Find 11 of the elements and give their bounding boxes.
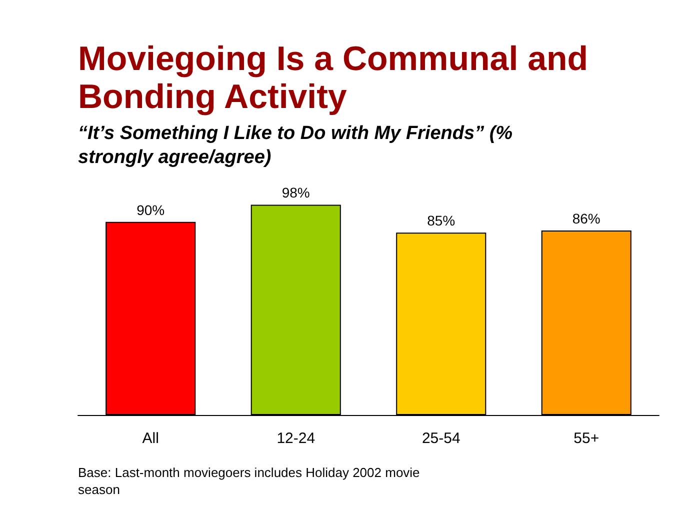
x-tick-label: 25-54 (422, 430, 460, 447)
data-label: 85% (427, 212, 456, 229)
data-label: 90% (136, 202, 165, 218)
x-tick-label: All (142, 430, 159, 447)
x-tick-label: 55+ (574, 430, 600, 447)
data-label: 86% (572, 210, 600, 226)
data-label: 98% (282, 184, 310, 201)
chart-subtitle: “It’s Something I Like to Do with My Friends” (% strongly agree/agree) (78, 122, 514, 170)
text: Base: Last-month moviegoers includes Holiday 2002 movie season (78, 464, 421, 498)
chart-title: Moviegoing Is a Communal and Bonding Activity (78, 40, 590, 116)
x-tick-label: 12-24 (276, 430, 316, 447)
